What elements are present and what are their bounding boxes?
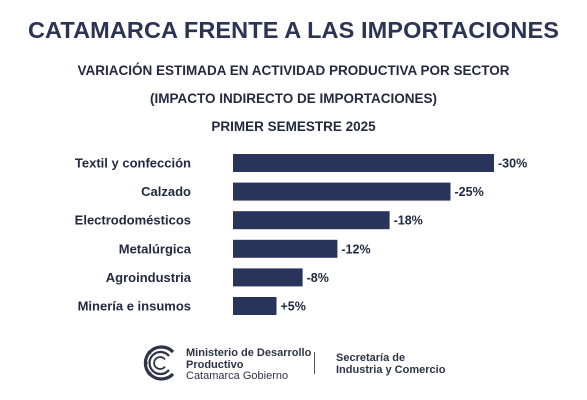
ministry-line: Productivo bbox=[186, 358, 244, 371]
category-label: Minería e insumos bbox=[78, 299, 191, 314]
category-label: Textil y confección bbox=[75, 156, 191, 171]
chart-subtitle-note: (IMPACTO INDIRECTO DE IMPORTACIONES) bbox=[149, 91, 437, 106]
category-label: Agroindustria bbox=[106, 270, 192, 285]
footer: Ministerio de Desarrollo Productivo Cata… bbox=[0, 340, 587, 390]
secretaria-name: Secretaría de Industria y Comercio bbox=[336, 352, 446, 376]
secretaria-line: Secretaría de bbox=[336, 352, 406, 364]
secretaria-line: Industria y Comercio bbox=[336, 363, 446, 376]
data-label: -8% bbox=[307, 271, 329, 285]
government-line: Catamarca Gobierno bbox=[186, 370, 289, 382]
category-label: Calzado bbox=[141, 184, 191, 199]
catamarca-c-logo-icon bbox=[143, 345, 175, 381]
category-label: Electrodomésticos bbox=[75, 213, 191, 228]
bar bbox=[233, 154, 494, 172]
bar bbox=[233, 182, 451, 201]
bar bbox=[233, 211, 390, 230]
data-label: -25% bbox=[455, 185, 484, 199]
data-label: -30% bbox=[498, 157, 527, 171]
data-label: -12% bbox=[341, 242, 370, 256]
category-label: Metalúrgica bbox=[119, 241, 192, 256]
bar bbox=[233, 268, 303, 287]
bar-chart: Textil y confección -30% Calzado -25% Electr… bbox=[75, 154, 527, 315]
ministry-name: Ministerio de Desarrollo Productivo Cata… bbox=[186, 347, 312, 383]
footer-divider bbox=[314, 352, 315, 374]
chart-title: CATAMARCA FRENTE A LAS IMPORTACIONES bbox=[27, 17, 560, 43]
chart-period: PRIMER SEMESTRE 2025 bbox=[211, 119, 376, 134]
bar bbox=[233, 239, 338, 258]
ministry-line: Ministerio de Desarrollo bbox=[186, 347, 312, 359]
bar bbox=[233, 297, 277, 315]
data-label: -18% bbox=[394, 214, 423, 228]
data-label: +5% bbox=[281, 300, 306, 314]
chart-subtitle: VARIACIÓN ESTIMADA EN ACTIVIDAD PRODUCTI… bbox=[77, 63, 510, 78]
